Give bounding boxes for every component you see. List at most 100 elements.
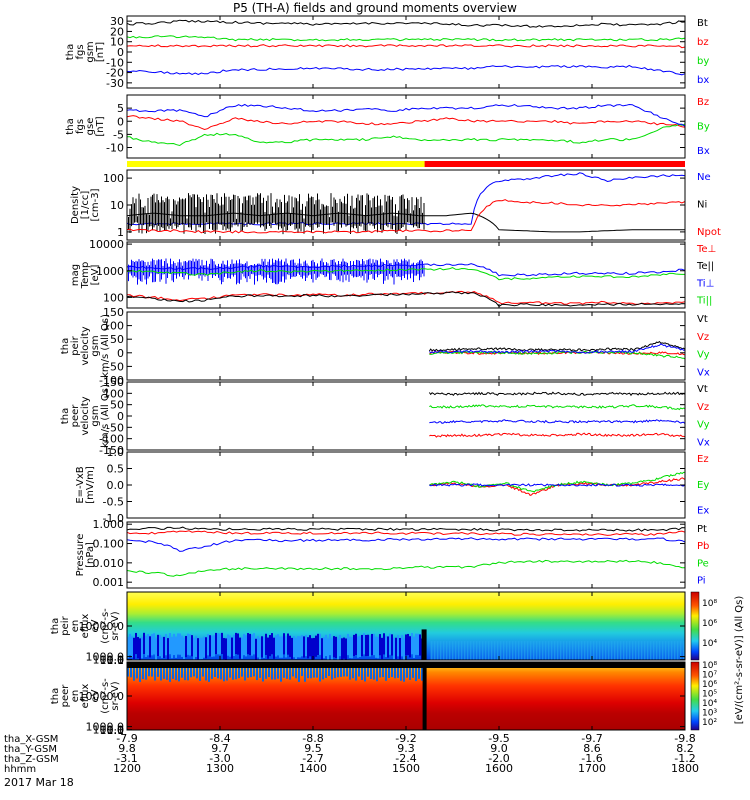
spectrogram-noise (337, 668, 339, 678)
spectrogram-noise (364, 668, 366, 682)
spectrogram-noise (286, 668, 288, 679)
legend-Ni: Ni (697, 200, 707, 211)
series-line-Vx-4 (429, 343, 685, 354)
spectrogram-noise (463, 640, 466, 660)
spectrogram-noise (391, 634, 393, 656)
spectrogram-noise (391, 668, 393, 678)
colorbar-tick-label: 10⁴ (702, 699, 717, 709)
y-tick-label: 50 (110, 399, 124, 412)
y-tick-label: 5 (117, 102, 124, 115)
spectrogram-noise (417, 633, 419, 655)
spectrogram-noise (325, 634, 327, 657)
y-tick-label: 0 (117, 46, 124, 59)
spectrogram-noise (361, 668, 363, 680)
spectrogram-noise (322, 668, 324, 680)
spectrogram-noise (199, 637, 201, 660)
legend-Vx: Vx (697, 437, 710, 448)
spectrogram-noise (271, 668, 273, 680)
spectrogram-noise (553, 640, 556, 660)
spectrogram-noise (407, 633, 409, 656)
spectrogram-noise (382, 668, 384, 678)
y-axis-label: gse (85, 118, 96, 136)
spectrogram-noise (395, 637, 397, 659)
spectrogram-noise (601, 640, 604, 660)
spectrogram-noise (279, 636, 281, 658)
spectrogram-noise (658, 640, 661, 660)
spectrogram-noise (271, 633, 273, 655)
y-tick-label: -100 (99, 374, 124, 387)
y-tick-label: 10.0 (100, 724, 125, 737)
spectrogram-noise (127, 668, 129, 677)
spectrogram-noise (190, 668, 192, 678)
spectrogram-noise (217, 668, 219, 679)
spectrogram-noise (165, 634, 167, 656)
spectrogram-noise (301, 635, 303, 657)
spectrogram-noise (388, 668, 390, 679)
colorbar-tick-label: 10⁸ (702, 599, 717, 609)
spectrogram-noise (289, 668, 291, 680)
spectrogram-noise (183, 637, 185, 660)
x-tick-label: 8.2 (676, 742, 694, 755)
spectrogram-noise (145, 668, 147, 680)
spectrogram-noise (215, 632, 217, 655)
spectrogram-noise (315, 635, 317, 657)
spectrogram-noise (346, 668, 348, 677)
spectrogram-noise (161, 636, 163, 659)
spectrogram-noise (238, 668, 240, 679)
series-line-Vx-5 (429, 419, 686, 425)
spectrogram-gap (421, 629, 427, 660)
colorbar-label: [eV/(cm²-s-sr-eV)] (All Qs) (734, 596, 745, 725)
spectrogram-noise (201, 637, 203, 660)
spectrogram-noise (327, 638, 329, 660)
x-tick-label: 1300 (206, 762, 234, 775)
spectrogram-noise (484, 640, 487, 660)
spectrogram-noise (196, 668, 198, 679)
spectrogram-noise (460, 640, 463, 660)
y-tick-label: 150 (103, 306, 124, 319)
y-tick-label: -150 (99, 444, 124, 457)
series-line-Ex-6 (429, 483, 686, 487)
spectrogram-noise (151, 668, 153, 677)
spectrogram-noise (273, 637, 275, 659)
spectrogram-noise (311, 638, 313, 660)
spectrogram-noise (351, 637, 353, 659)
spectrogram-noise (331, 668, 333, 680)
spectrogram-noise (129, 633, 131, 656)
spectrogram-noise (478, 640, 481, 660)
panel-background-0 (127, 16, 685, 88)
y-axis-label: [nPa] (85, 542, 96, 568)
legend-Ti: Ti|| (696, 296, 712, 307)
spectrogram-noise (577, 640, 580, 660)
series-line-Bz-1 (126, 115, 686, 131)
colorbar-tick-label: 10² (702, 718, 717, 728)
spectrogram-noise (263, 636, 265, 658)
y-tick-label: -100 (99, 433, 124, 446)
spectrogram-noise (148, 668, 150, 677)
series-line-By-1 (126, 123, 686, 147)
series-line-Pb-7 (126, 530, 686, 536)
spectrogram-noise (637, 640, 640, 660)
spectrogram-noise (607, 640, 610, 660)
legend-Bz: Bz (697, 97, 709, 108)
x-tick-label: -2.7 (302, 752, 323, 765)
spectrogram-noise (559, 640, 562, 660)
spectrogram-noise (283, 633, 285, 655)
spectrogram-noise (151, 634, 153, 656)
spectrogram-noise (365, 634, 367, 657)
y-axis-label: fgs (75, 44, 86, 59)
spectrogram-noise (259, 668, 261, 678)
series-line-Vz-5 (429, 432, 686, 438)
y-tick-label: 0 (117, 115, 124, 128)
y-tick-label: 10 (110, 199, 124, 212)
spectrogram-noise (133, 668, 135, 681)
spectrogram-noise (347, 633, 349, 656)
spectrogram-noise (202, 668, 204, 677)
spectrogram-noise (193, 638, 195, 660)
spectrogram-noise (235, 632, 237, 655)
x-tick-label: -9.8 (674, 732, 695, 745)
spectrogram-noise (466, 640, 469, 660)
spectrogram-noise (352, 668, 354, 679)
y-axis-label: velocity (80, 326, 91, 365)
spectrogram-noise (655, 640, 658, 660)
legend-Vz: Vz (697, 402, 709, 413)
